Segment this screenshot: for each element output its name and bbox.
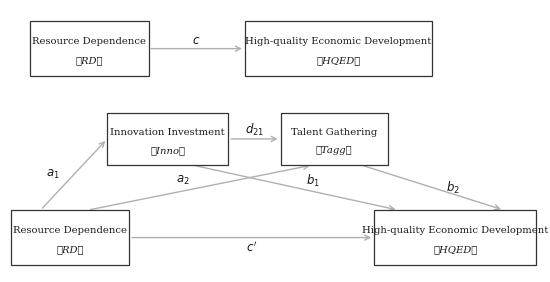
FancyBboxPatch shape <box>374 210 536 265</box>
Text: Talent Gathering: Talent Gathering <box>291 127 377 136</box>
Text: （Tagg）: （Tagg） <box>316 146 353 155</box>
Text: $b_2$: $b_2$ <box>446 179 460 196</box>
FancyBboxPatch shape <box>280 113 388 165</box>
FancyBboxPatch shape <box>245 21 432 76</box>
Text: （HQED）: （HQED） <box>433 245 477 254</box>
FancyBboxPatch shape <box>30 21 148 76</box>
Text: $a_2$: $a_2$ <box>175 174 189 187</box>
FancyBboxPatch shape <box>11 210 129 265</box>
Text: $c'$: $c'$ <box>246 240 257 255</box>
Text: High-quality Economic Development: High-quality Economic Development <box>362 226 548 235</box>
Text: （RD）: （RD） <box>76 56 103 65</box>
Text: （HQED）: （HQED） <box>316 56 360 65</box>
Text: $d_{21}$: $d_{21}$ <box>245 122 264 138</box>
Text: $c$: $c$ <box>192 34 201 47</box>
Text: $a_1$: $a_1$ <box>46 168 60 181</box>
Text: High-quality Economic Development: High-quality Economic Development <box>245 37 431 46</box>
Text: （Inno）: （Inno） <box>150 146 185 155</box>
Text: （RD）: （RD） <box>56 245 84 254</box>
Text: $b_1$: $b_1$ <box>306 172 320 189</box>
FancyBboxPatch shape <box>107 113 228 165</box>
Text: Innovation Investment: Innovation Investment <box>111 127 225 136</box>
Text: Resource Dependence: Resource Dependence <box>32 37 146 46</box>
Text: Resource Dependence: Resource Dependence <box>13 226 127 235</box>
